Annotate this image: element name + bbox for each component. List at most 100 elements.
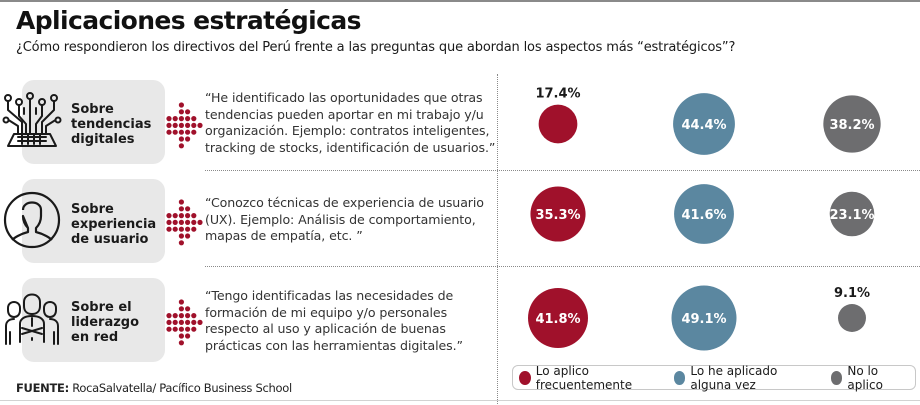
arrow-dot bbox=[178, 102, 184, 108]
bubble-sometimes-row-3 bbox=[671, 285, 737, 351]
row-label-line: digitales bbox=[71, 132, 135, 147]
row-label-line: Sobre bbox=[71, 102, 114, 117]
arrow-dot bbox=[178, 109, 184, 115]
arrow-dot bbox=[185, 326, 191, 332]
dotted-arrow-icon bbox=[166, 199, 203, 246]
bubble-frequent-row-2 bbox=[530, 186, 586, 242]
column-divider bbox=[497, 74, 498, 404]
arrow-dot bbox=[185, 233, 191, 239]
arrow-dot bbox=[178, 340, 184, 346]
arrow-dot bbox=[185, 109, 191, 115]
arrow-dot bbox=[178, 226, 184, 232]
arrow-dot bbox=[166, 116, 172, 122]
bubble-sometimes-row-1 bbox=[673, 93, 735, 155]
arrow-dot bbox=[172, 226, 178, 232]
arrow-dot bbox=[191, 219, 197, 225]
legend-item-sometimes: Lo he aplicado alguna vez bbox=[673, 363, 822, 392]
bubble-value-label: 9.1% bbox=[834, 286, 870, 301]
team-leaders-icon bbox=[5, 293, 59, 345]
arrow-dot bbox=[185, 136, 191, 142]
quote-line: tracking de stocks, identificación de us… bbox=[205, 139, 496, 155]
row-label-digital-trends: Sobre tendencias digitales bbox=[71, 102, 171, 147]
arrow-dot bbox=[191, 226, 197, 232]
arrow-dot bbox=[178, 319, 184, 325]
arrow-dot bbox=[191, 122, 197, 128]
bubble-never-row-1 bbox=[823, 95, 881, 153]
row-divider bbox=[205, 170, 920, 171]
arrow-dot bbox=[178, 299, 184, 305]
arrow-dot bbox=[178, 326, 184, 332]
arrow-dot bbox=[197, 219, 203, 225]
arrow-dot bbox=[178, 313, 184, 319]
arrow-dot bbox=[166, 219, 172, 225]
row-panel-digital-trends bbox=[22, 80, 165, 164]
quote-line: tendencias pueden aportar en mi trabajo … bbox=[205, 106, 484, 122]
quote-line: formación de mi equipo y/o personales bbox=[205, 304, 448, 320]
bubble-never-row-3 bbox=[838, 304, 866, 332]
legend-item-frequent: Lo aplico frecuentemente bbox=[519, 364, 665, 392]
bubble-value-label: 35.3% bbox=[535, 208, 580, 223]
row-panel-user-experience bbox=[22, 179, 165, 263]
arrow-dot bbox=[191, 213, 197, 219]
arrow-dot bbox=[172, 326, 178, 332]
arrow-dot bbox=[178, 199, 184, 205]
user-profile-icon bbox=[3, 191, 61, 249]
bubble-value-label: 41.8% bbox=[535, 312, 580, 327]
quote-digital-trends: “He identificado las oportunidades que o… bbox=[205, 90, 500, 156]
source-text: RocaSalvatella/ Pacífico Business School bbox=[68, 381, 292, 395]
quote-line: prácticas con las herramientas digitales… bbox=[205, 337, 463, 353]
quote-line: “He identificado las oportunidades que o… bbox=[205, 90, 483, 105]
arrow-dot bbox=[178, 213, 184, 219]
quote-line: “Tengo identificadas las necesidades de bbox=[205, 288, 454, 303]
arrow-dot bbox=[191, 326, 197, 332]
legend-label: Lo aplico frecuentemente bbox=[535, 363, 633, 392]
arrow-dot bbox=[166, 122, 172, 128]
bubble-never-row-2 bbox=[829, 191, 875, 237]
arrow-dot bbox=[178, 116, 184, 122]
arrow-dot bbox=[172, 116, 178, 122]
arrow-dot bbox=[178, 219, 184, 225]
row-label-line: de usuario bbox=[71, 232, 149, 247]
row-label-line: liderazgo bbox=[71, 315, 140, 330]
arrow-dot bbox=[166, 226, 172, 232]
arrow-dot bbox=[185, 306, 191, 312]
quote-line: (UX). Ejemplo: Análisis de comportamient… bbox=[205, 211, 476, 227]
legend-label: Lo he aplicado alguna vez bbox=[690, 363, 778, 392]
quote-line: organización. Ejemplo: contratos intelig… bbox=[205, 123, 490, 138]
dotted-arrow-icon bbox=[166, 299, 203, 346]
bubble-value-label: 17.4% bbox=[535, 87, 580, 102]
source-credit: FUENTE: RocaSalvatella/ Pacífico Busines… bbox=[16, 381, 292, 395]
legend-swatch bbox=[830, 370, 843, 385]
bubble-frequent-row-1 bbox=[538, 104, 578, 144]
arrow-dot bbox=[172, 219, 178, 225]
arrow-dot bbox=[178, 333, 184, 339]
arrow-dot bbox=[185, 122, 191, 128]
bottom-rule bbox=[0, 400, 920, 401]
row-label-line: experiencia bbox=[71, 217, 157, 232]
arrow-dot bbox=[185, 213, 191, 219]
legend-swatch bbox=[673, 370, 686, 385]
arrow-dot bbox=[185, 206, 191, 212]
arrow-dot bbox=[172, 122, 178, 128]
quote-user-experience: “Conozco técnicas de experiencia de usua… bbox=[205, 195, 500, 245]
bubble-value-label: 23.1% bbox=[829, 208, 874, 223]
arrow-dot bbox=[178, 136, 184, 142]
arrow-dot bbox=[185, 129, 191, 135]
source-prefix: FUENTE: bbox=[16, 381, 69, 395]
bubble-value-label: 38.2% bbox=[829, 118, 874, 133]
bubble-frequent-row-3 bbox=[528, 288, 588, 348]
digital-circuit-icon bbox=[2, 92, 62, 147]
arrow-dot bbox=[191, 313, 197, 319]
row-panel-network-leadership bbox=[22, 278, 165, 362]
top-rule bbox=[0, 0, 920, 2]
row-label-line: tendencias bbox=[71, 117, 152, 132]
arrow-dot bbox=[185, 116, 191, 122]
arrow-dot bbox=[178, 122, 184, 128]
bubble-value-label: 49.1% bbox=[681, 312, 726, 327]
arrow-dot bbox=[185, 319, 191, 325]
legend-item-never: No lo aplico bbox=[830, 364, 906, 392]
bubble-sometimes-row-2 bbox=[674, 184, 734, 244]
arrow-dot bbox=[185, 313, 191, 319]
arrow-dot bbox=[178, 206, 184, 212]
